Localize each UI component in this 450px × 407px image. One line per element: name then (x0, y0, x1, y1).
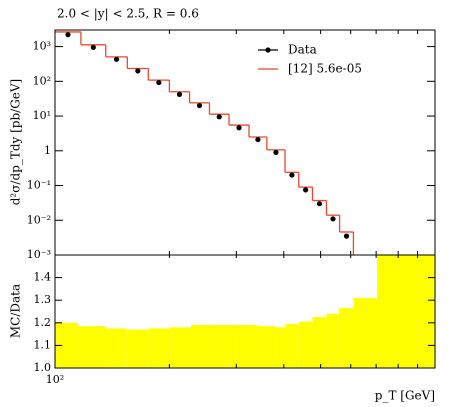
ratio-frame (54, 254, 436, 369)
x-tick-label: 10² (46, 373, 64, 386)
ratio-band (105, 328, 127, 368)
ratio-y-tick-label: 1.3 (34, 293, 52, 306)
y-tick-label: 10⁻¹ (27, 179, 51, 192)
y-tick-label: 10¹ (33, 109, 51, 122)
ratio-y-tick-label: 1.0 (34, 361, 52, 374)
y-tick-label: 10⁻³ (27, 248, 51, 261)
ratio-y-tick-label: 1.2 (34, 316, 52, 329)
data-point (156, 79, 162, 86)
ratio-band (353, 297, 378, 368)
x-axis-label: p_T [GeV] (375, 389, 435, 403)
ratio-band (338, 308, 354, 368)
data-point (176, 91, 183, 97)
data-point (255, 136, 261, 143)
ratio-band (148, 328, 171, 368)
ratio-band (126, 329, 149, 368)
ratio-band (377, 255, 435, 368)
data-point (289, 172, 295, 178)
ratio-band (78, 326, 106, 368)
ratio-band (298, 321, 313, 368)
data-point (113, 56, 120, 62)
data-point (273, 149, 279, 155)
data-point (343, 233, 350, 239)
main-panel (55, 31, 355, 255)
data-point (135, 68, 141, 74)
ratio-band (213, 325, 236, 368)
ratio-band (235, 325, 257, 368)
legend-label: [12] 5.6e-05 (288, 62, 362, 76)
data-point (330, 216, 336, 222)
ratio-band (285, 323, 299, 368)
y-tick-label: 10⁻² (27, 213, 51, 226)
data-point (303, 187, 309, 193)
ratio-panel (55, 255, 435, 368)
ratio-band (256, 326, 276, 368)
ratio-y-axis-label: MC/Data (9, 284, 23, 338)
ratio-band (55, 322, 79, 368)
ratio-band (191, 325, 214, 368)
data-point (216, 114, 222, 120)
data-point (65, 32, 71, 38)
main-frame (54, 29, 436, 256)
ratio-band (275, 327, 286, 368)
y-tick-label: 10³ (33, 40, 51, 53)
legend-marker (265, 47, 271, 53)
data-point (236, 125, 242, 131)
data-point (90, 44, 96, 50)
legend-label: Data (288, 43, 317, 57)
y-axis-label: d²σ/dp_Tdy [pb/GeV] (9, 79, 23, 206)
ratio-y-tick-label: 1.1 (34, 338, 52, 351)
data-point (196, 102, 203, 109)
data-point (316, 201, 323, 207)
y-tick-label: 10² (33, 74, 51, 87)
ratio-band (326, 313, 339, 368)
ratio-band (170, 327, 192, 368)
y-tick-label: 1 (44, 144, 51, 157)
ratio-band (312, 317, 327, 368)
chart-title: 2.0 < |y| < 2.5, R = 0.6 (57, 7, 199, 21)
ratio-y-tick-label: 1.4 (34, 271, 52, 284)
